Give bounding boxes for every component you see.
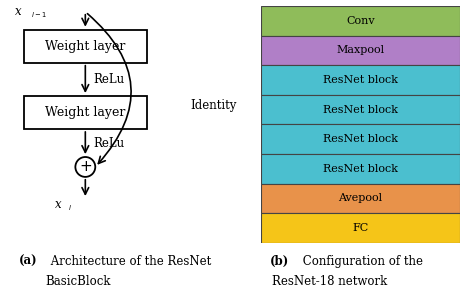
- Text: $_l$: $_l$: [68, 204, 72, 213]
- Text: $\mathregular{x}$: $\mathregular{x}$: [54, 198, 63, 211]
- Circle shape: [75, 157, 95, 177]
- Text: $_{l-1}$: $_{l-1}$: [31, 11, 47, 20]
- Bar: [261, 36, 460, 65]
- Text: ResNet block: ResNet block: [323, 134, 398, 144]
- FancyArrowPatch shape: [87, 14, 131, 163]
- Text: Maxpool: Maxpool: [336, 45, 384, 55]
- Bar: [24, 30, 147, 63]
- Bar: [24, 96, 147, 129]
- Text: +: +: [79, 160, 91, 174]
- Text: Weight layer: Weight layer: [45, 106, 126, 119]
- Text: Identity: Identity: [190, 99, 237, 112]
- Text: ResNet block: ResNet block: [323, 75, 398, 85]
- Bar: [261, 124, 460, 154]
- Bar: [261, 95, 460, 124]
- Text: Weight layer: Weight layer: [45, 40, 126, 53]
- Text: $\mathregular{x}$: $\mathregular{x}$: [14, 5, 23, 18]
- Bar: [261, 154, 460, 184]
- Text: Architecture of the ResNet: Architecture of the ResNet: [47, 255, 212, 268]
- Text: (b): (b): [270, 255, 290, 268]
- Bar: [261, 184, 460, 213]
- Bar: [261, 213, 460, 243]
- Text: ReLu: ReLu: [94, 136, 125, 149]
- Text: ResNet-18 network: ResNet-18 network: [272, 275, 387, 288]
- Text: Avepool: Avepool: [338, 193, 383, 203]
- Text: BasicBlock: BasicBlock: [46, 275, 111, 288]
- Text: (a): (a): [19, 255, 37, 268]
- Text: Conv: Conv: [346, 16, 374, 26]
- Text: ReLu: ReLu: [94, 73, 125, 86]
- Text: Configuration of the: Configuration of the: [299, 255, 423, 268]
- Text: FC: FC: [352, 223, 368, 233]
- Bar: [261, 6, 460, 36]
- Text: ResNet block: ResNet block: [323, 164, 398, 174]
- Text: ResNet block: ResNet block: [323, 104, 398, 115]
- Bar: [261, 65, 460, 95]
